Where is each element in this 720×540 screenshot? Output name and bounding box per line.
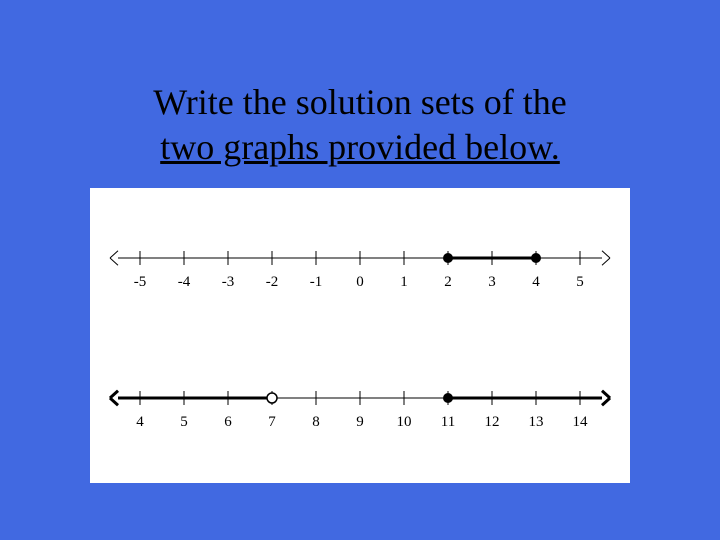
title-line-1: Write the solution sets of the [0,80,720,125]
svg-text:-3: -3 [222,274,235,290]
svg-text:3: 3 [488,274,496,290]
svg-text:4: 4 [532,274,540,290]
svg-text:13: 13 [529,414,544,430]
svg-text:2: 2 [444,274,452,290]
svg-text:12: 12 [485,414,500,430]
svg-text:0: 0 [356,274,364,290]
number-line-svg: -5-4-3-2-10123454567891011121314 [90,188,630,483]
svg-text:10: 10 [397,414,412,430]
svg-text:6: 6 [224,414,232,430]
title-block: Write the solution sets of the two graph… [0,0,720,188]
svg-text:5: 5 [180,414,188,430]
svg-text:-1: -1 [310,274,323,290]
svg-text:1: 1 [400,274,408,290]
title-line-2: two graphs provided below. [0,125,720,170]
svg-text:-4: -4 [178,274,191,290]
svg-text:5: 5 [576,274,584,290]
svg-text:-2: -2 [266,274,279,290]
svg-text:-5: -5 [134,274,147,290]
graph-panel: -5-4-3-2-10123454567891011121314 [90,188,630,483]
svg-text:4: 4 [136,414,144,430]
svg-text:8: 8 [312,414,320,430]
svg-text:7: 7 [268,414,276,430]
svg-text:14: 14 [573,414,589,430]
svg-text:9: 9 [356,414,364,430]
svg-text:11: 11 [441,414,455,430]
